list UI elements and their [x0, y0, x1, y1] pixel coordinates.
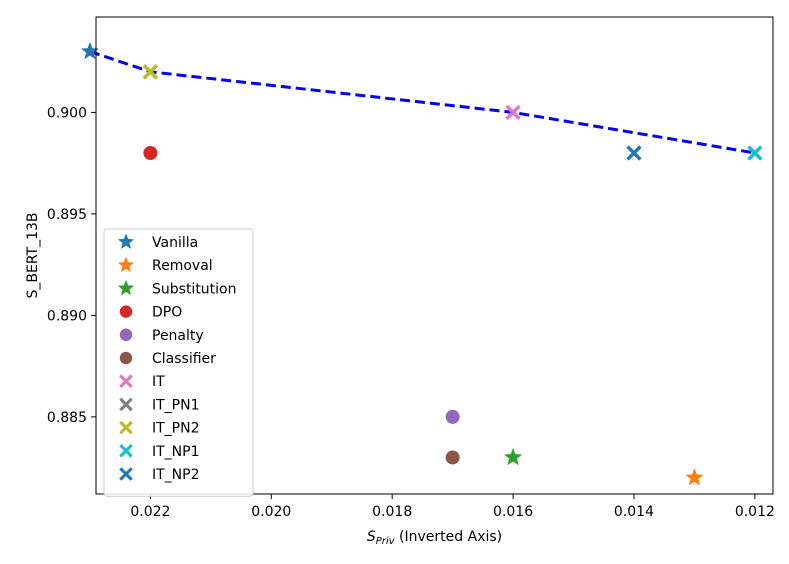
- x-tick-label: 0.022: [130, 504, 170, 520]
- y-tick-label: 0.895: [47, 207, 87, 223]
- legend-label-dpo: DPO: [152, 305, 182, 321]
- x-axis-label-suffix: (Inverted Axis): [395, 529, 503, 545]
- legend-marker-penalty: [119, 328, 133, 342]
- x-axis-ticks: 0.022 0.020 0.018 0.016 0.014 0.012: [130, 494, 775, 520]
- legend-marker-classifier: [119, 351, 133, 365]
- legend-marker-it: [119, 374, 133, 388]
- data-point-it-np2: [626, 145, 642, 161]
- legend-label-substitution: Substitution: [152, 281, 237, 297]
- data-point-dpo: [143, 145, 158, 161]
- x-tick-label: 0.012: [735, 504, 775, 520]
- data-point-it-np1: [747, 145, 763, 161]
- data-point-it: [505, 104, 521, 121]
- legend-label-penalty: Penalty: [152, 328, 204, 344]
- x-axis-label-sub: Priv: [376, 536, 396, 547]
- x-axis-label: SPriv (Inverted Axis): [367, 529, 502, 547]
- y-axis-label: S_BERT_13B: [25, 212, 41, 298]
- legend-box: [103, 228, 254, 497]
- legend-marker-substitution: [118, 280, 134, 296]
- legend-label-vanilla: Vanilla: [152, 235, 198, 251]
- legend-marker-it-np1: [119, 444, 133, 458]
- legend-marker-it-pn1: [119, 397, 133, 412]
- x-tick-label: 0.020: [251, 504, 291, 520]
- x-axis-label-main: S: [367, 529, 376, 545]
- x-tick-label: 0.014: [614, 504, 654, 520]
- x-tick-label: 0.016: [493, 504, 533, 520]
- y-tick-label: 0.900: [47, 105, 87, 121]
- legend-label-it-np2: IT_NP2: [152, 467, 200, 483]
- legend-label-removal: Removal: [152, 258, 213, 274]
- y-tick-label: 0.885: [47, 410, 87, 426]
- legend-label-it: IT: [152, 374, 165, 390]
- y-axis-ticks: 0.885 0.890 0.895 0.900: [47, 105, 96, 426]
- legend-marker-removal: [118, 256, 134, 272]
- data-point-substitution: [504, 448, 522, 465]
- x-tick-label: 0.018: [372, 504, 412, 520]
- data-point-removal: [685, 468, 704, 486]
- legend-label-it-pn2: IT_PN2: [152, 421, 200, 437]
- legend: Vanilla Removal Substitution DPO Penalty Clas…: [103, 228, 254, 497]
- legend-label-it-np1: IT_NP1: [152, 444, 200, 460]
- data-point-classifier: [445, 450, 460, 465]
- legend-marker-it-pn2: [119, 420, 133, 435]
- frontier-line: [89, 50, 756, 155]
- legend-label-classifier: Classifier: [152, 351, 216, 367]
- frontier-layer: [89, 50, 756, 155]
- legend-marker-it-np2: [119, 467, 133, 481]
- data-points: [81, 42, 763, 486]
- legend-marker-vanilla: [118, 233, 134, 249]
- y-tick-label: 0.890: [47, 308, 87, 324]
- data-point-it-pn2: [142, 64, 159, 80]
- plot-frame: [95, 16, 774, 495]
- legend-marker-dpo: [119, 305, 133, 318]
- legend-label-it-pn1: IT_PN1: [152, 397, 200, 413]
- data-point-penalty: [445, 409, 460, 424]
